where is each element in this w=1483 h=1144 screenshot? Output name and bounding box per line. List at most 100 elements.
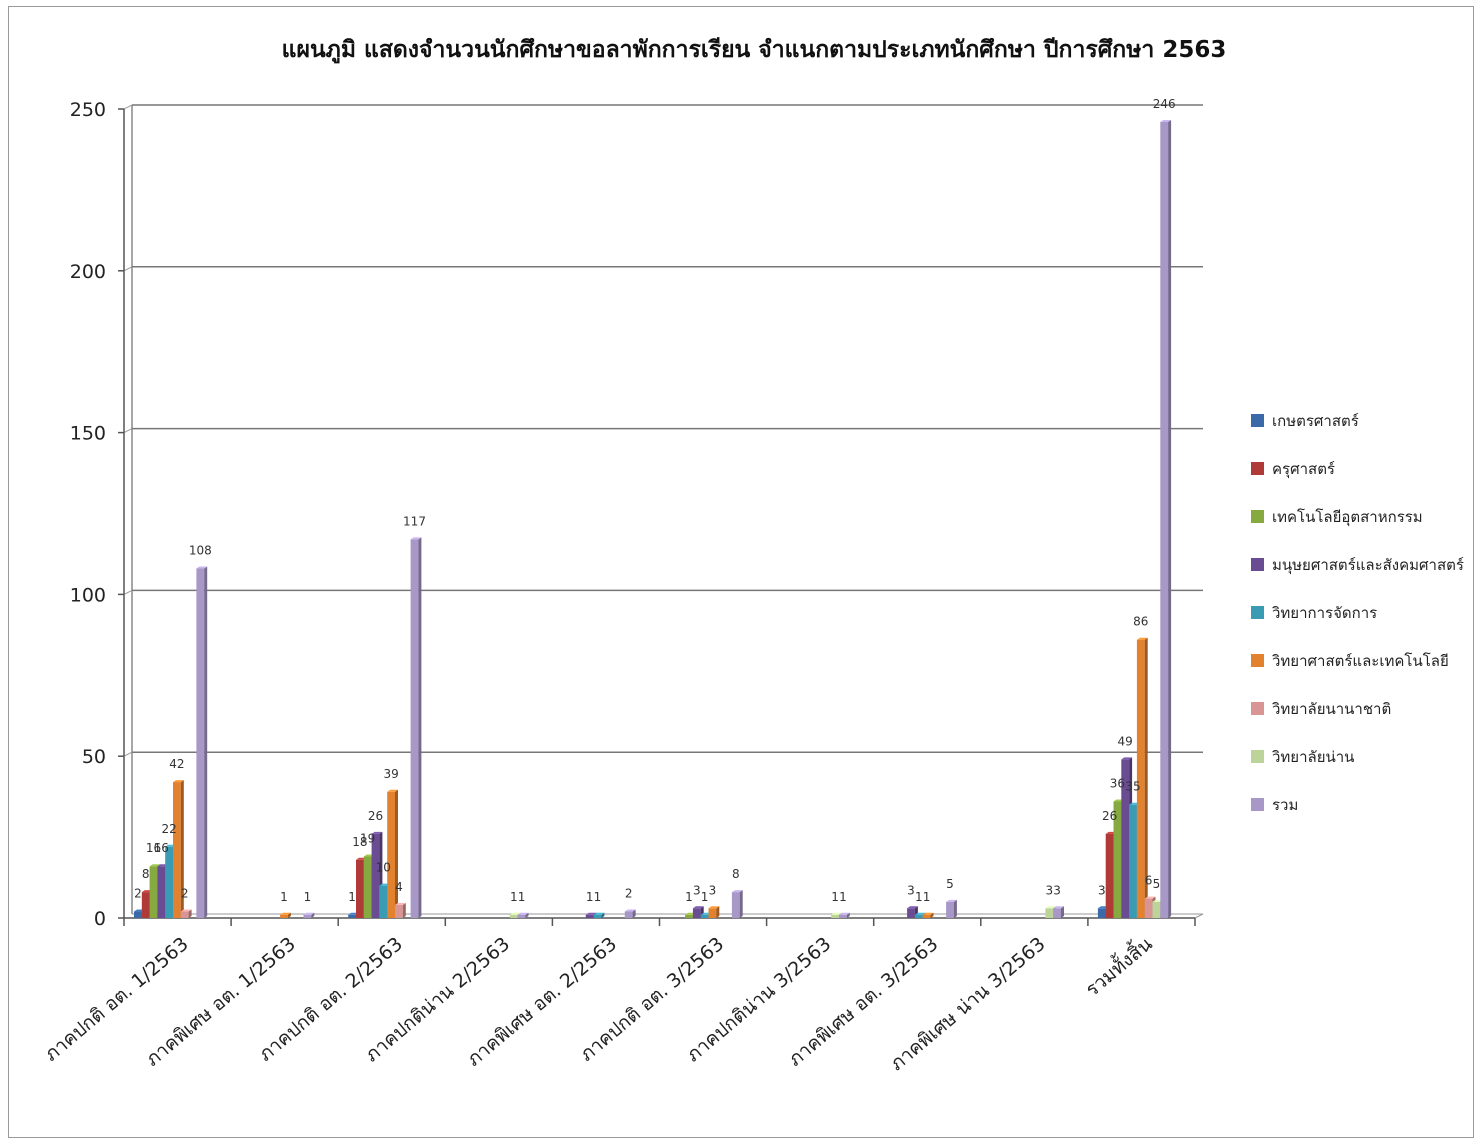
- bar: [946, 899, 957, 918]
- data-label: 5: [946, 877, 954, 891]
- bar-front: [1152, 901, 1161, 918]
- legend: เกษตรศาสตร์ครุศาสตร์เทคโนโลยีอุตสาหกรรมม…: [1251, 412, 1464, 814]
- data-label: 6: [1145, 874, 1153, 888]
- bar-front: [196, 568, 205, 918]
- gridline-depth: [123, 428, 133, 434]
- data-label: 1: [510, 890, 518, 904]
- bar-front: [356, 859, 364, 918]
- bar-side: [525, 912, 529, 918]
- bar-front: [624, 911, 633, 918]
- bar-side: [204, 566, 208, 918]
- bar-front: [700, 914, 709, 918]
- bar: [1053, 906, 1064, 918]
- legend-item: วิทยาการจัดการ: [1251, 604, 1377, 622]
- data-label: 2: [625, 887, 633, 901]
- data-label: 8: [142, 867, 150, 881]
- bar-side: [739, 890, 743, 918]
- bar-top: [180, 909, 192, 912]
- data-label: 3: [693, 883, 701, 897]
- legend-swatch: [1251, 750, 1264, 763]
- bar: [517, 912, 529, 918]
- bar-top: [1121, 757, 1133, 760]
- bar-front: [165, 846, 173, 918]
- bar-front: [303, 914, 312, 918]
- bar-top: [692, 906, 704, 909]
- data-label: 1: [304, 890, 312, 904]
- data-label: 5: [1153, 877, 1161, 891]
- data-label: 1: [280, 890, 288, 904]
- data-label: 1: [701, 890, 709, 904]
- legend-swatch: [1251, 414, 1264, 427]
- bar-top: [1136, 637, 1148, 640]
- legend-label: ครุศาสตร์: [1272, 460, 1335, 479]
- bar: [180, 909, 192, 918]
- gridline-depth: [123, 266, 133, 272]
- bar-top: [410, 537, 422, 540]
- bar-side: [846, 912, 850, 918]
- bar-top: [149, 864, 161, 867]
- legend-label: เกษตรศาสตร์: [1272, 412, 1359, 430]
- bar-front: [134, 911, 142, 918]
- data-label: 42: [169, 757, 184, 771]
- data-label: 26: [368, 809, 383, 823]
- bar-side: [287, 912, 291, 918]
- bar-top: [173, 780, 184, 783]
- y-tick-label: 0: [94, 908, 106, 930]
- legend-label: วิทยาลัยนานาชาติ: [1271, 700, 1391, 718]
- bar-front: [509, 914, 518, 918]
- bar: [708, 906, 720, 918]
- bar-front: [593, 914, 602, 918]
- bar-front: [371, 833, 380, 918]
- bar-top: [731, 890, 743, 893]
- bar-front: [517, 914, 526, 918]
- bar-front: [839, 914, 847, 918]
- bar-front: [831, 914, 839, 918]
- bar-front: [180, 911, 189, 918]
- data-label: 10: [376, 861, 391, 875]
- bar-top: [839, 912, 850, 915]
- bar-top: [303, 912, 315, 915]
- bar-front: [173, 782, 181, 918]
- bar-top: [914, 912, 926, 915]
- gridline-depth: [123, 104, 133, 110]
- bar: [624, 909, 636, 918]
- data-label: 35: [1125, 780, 1140, 794]
- bar-front: [914, 914, 923, 918]
- bar-front: [708, 908, 717, 918]
- bar-top: [517, 912, 529, 915]
- y-tick-label: 150: [70, 423, 106, 445]
- data-label: 3: [1098, 883, 1106, 897]
- data-label: 3: [1053, 883, 1061, 897]
- bar-front: [946, 901, 954, 918]
- bar-top: [593, 912, 605, 915]
- bar-front: [1045, 908, 1054, 918]
- bar-front: [141, 892, 150, 918]
- bar-front: [692, 908, 701, 918]
- data-label: 1: [831, 890, 839, 904]
- bar-top: [196, 566, 208, 569]
- chart-title: แผนภูมิ แสดงจำนวนนักศึกษาขอลาพักการเรียน…: [282, 37, 1227, 64]
- bar-front: [395, 905, 403, 918]
- bar: [395, 903, 406, 918]
- bar-side: [188, 909, 192, 918]
- legend-swatch: [1251, 702, 1264, 715]
- bar-side: [1168, 119, 1172, 919]
- gridline-depth: [123, 589, 133, 595]
- bar: [410, 537, 422, 918]
- bar: [173, 780, 184, 918]
- bar-side: [601, 912, 605, 918]
- data-label: 246: [1153, 97, 1176, 111]
- bar-front: [157, 866, 166, 918]
- bar-top: [585, 912, 597, 915]
- legend-swatch: [1251, 606, 1264, 619]
- bar-top: [280, 912, 291, 915]
- bar-top: [946, 899, 957, 902]
- bar-front: [1129, 804, 1137, 918]
- bar-side: [1144, 637, 1148, 918]
- bar-top: [1045, 906, 1057, 909]
- data-label: 2: [181, 887, 189, 901]
- legend-swatch: [1251, 462, 1264, 475]
- floor-side-line: [1194, 913, 1204, 919]
